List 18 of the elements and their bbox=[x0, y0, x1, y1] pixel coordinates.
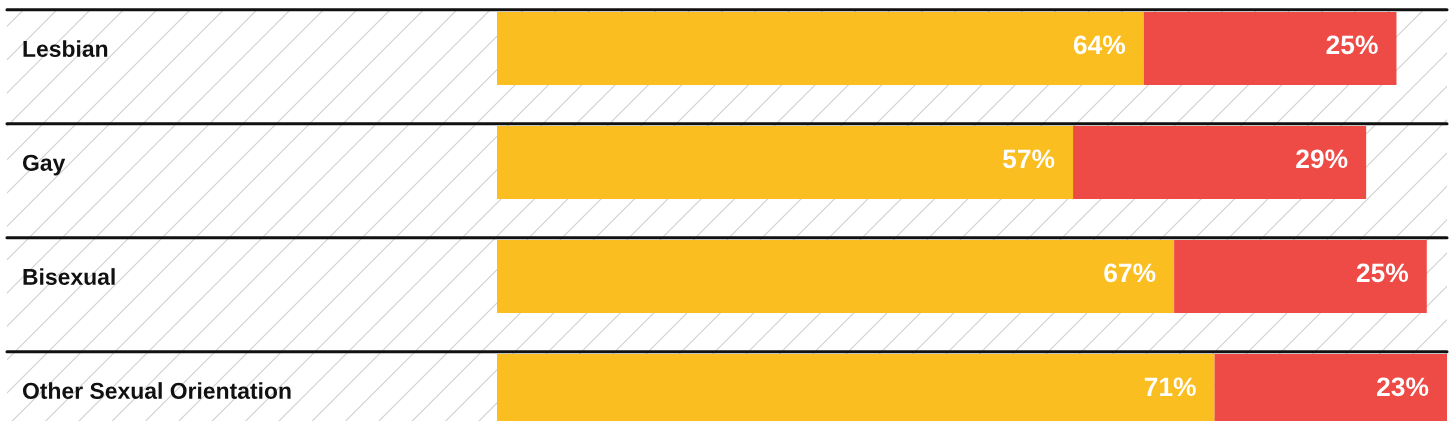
data-label: 57% bbox=[1003, 149, 1055, 169]
data-label: 67% bbox=[1104, 263, 1156, 283]
y-tick-label: Bisexual bbox=[23, 268, 115, 285]
bar bbox=[497, 125, 1074, 199]
data-label: 25% bbox=[1356, 263, 1409, 283]
data-label: 64% bbox=[1073, 35, 1126, 55]
bar bbox=[1073, 125, 1367, 199]
y-tick-label: Lesbian bbox=[23, 40, 108, 57]
bar bbox=[1143, 11, 1397, 85]
y-tick-label: Gay bbox=[22, 154, 66, 176]
data-label: 29% bbox=[1296, 149, 1348, 169]
bar bbox=[1174, 239, 1427, 313]
bar bbox=[497, 11, 1144, 85]
bar bbox=[497, 239, 1175, 313]
y-tick-label: Other Sexual Orientation bbox=[22, 382, 291, 399]
data-label: 23% bbox=[1377, 377, 1429, 397]
data-label: 71% bbox=[1144, 377, 1196, 397]
data-label: 25% bbox=[1326, 35, 1378, 55]
